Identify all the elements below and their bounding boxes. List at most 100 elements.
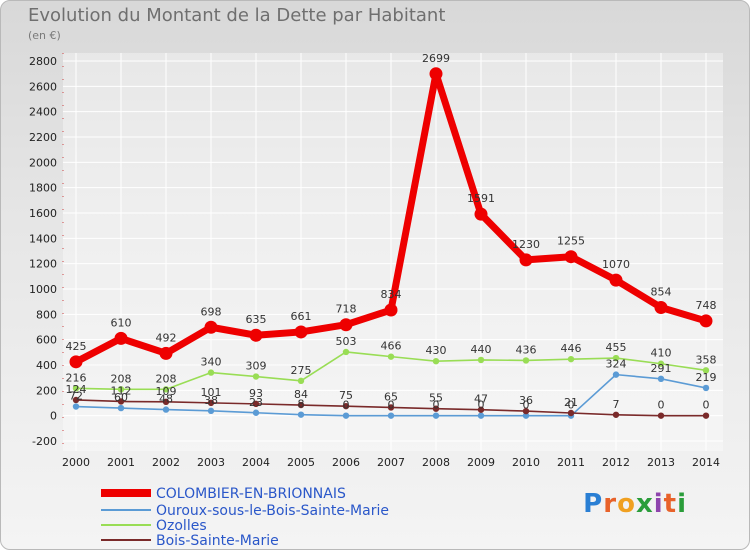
data-label: 0 [433,399,440,412]
data-label: 109 [156,385,177,398]
data-point [249,328,263,342]
data-point [429,67,443,81]
data-label: 208 [156,372,177,385]
data-point [699,314,713,328]
legend-label: Bois-Sainte-Marie [156,533,279,549]
data-label: 309 [246,360,267,373]
data-point [252,400,260,408]
data-label: 101 [201,386,222,399]
y-tick-label: 2600 [29,80,57,93]
data-point [702,367,710,374]
data-point [612,354,620,362]
x-tick-label: 2014 [692,456,720,469]
data-point [342,412,350,419]
data-label: 0 [568,399,575,412]
data-label: 38 [204,394,218,407]
data-point [117,404,125,412]
data-label: 1591 [467,192,495,205]
data-point [117,398,125,405]
data-point [519,253,533,267]
data-label: 0 [658,399,665,412]
data-point [564,250,578,264]
y-tick-label: 2800 [29,55,57,68]
data-point [432,412,440,419]
data-label: 466 [381,340,402,353]
data-point [162,398,170,406]
data-label: 0 [523,399,530,412]
data-point [339,318,353,332]
x-tick-label: 2013 [647,456,675,469]
data-point [522,357,530,364]
data-point [117,386,125,393]
legend-label: Ozolles [156,518,207,534]
data-label: 75 [339,389,353,402]
data-label: 455 [606,341,627,354]
data-point [657,375,665,383]
data-label: 430 [426,344,447,357]
data-label: 610 [111,316,132,329]
x-tick-label: 2002 [152,456,180,469]
data-point [609,273,623,287]
chart-title: Evolution du Montant de la Dette par Hab… [28,5,446,26]
logo-letter: i [677,489,687,519]
data-label: 698 [201,305,222,318]
y-tick-label: 800 [36,308,57,321]
data-point [522,412,530,419]
data-point [162,406,170,413]
data-point [162,386,170,393]
x-tick-label: 2008 [422,456,450,469]
x-tick-label: 2000 [62,456,90,469]
data-label: 748 [696,299,717,312]
data-point [72,403,80,410]
data-label: 8 [298,398,305,411]
data-point [474,207,488,221]
data-point [477,412,485,419]
data-label: 854 [651,285,672,298]
x-tick-label: 2004 [242,456,270,469]
data-label: 65 [384,390,398,403]
y-tick-label: 1200 [29,258,57,271]
chart-subtitle: (en €) [28,29,61,42]
data-label: 48 [159,393,173,406]
data-label: 47 [474,393,488,406]
data-point [654,300,668,314]
y-tick-label: 0 [50,410,57,423]
y-tick-label: 1000 [29,283,57,296]
y-tick-label: 2000 [29,156,57,169]
data-label: 208 [111,372,132,385]
logo-letter: x [635,489,654,519]
x-tick-label: 2010 [512,456,540,469]
data-point [252,373,260,380]
data-label: 112 [111,384,132,397]
data-point [297,377,305,385]
data-point [204,320,218,334]
data-label: 7 [613,398,620,411]
logo-letter: i [653,489,664,519]
data-point [567,409,575,417]
data-label: 425 [66,340,87,353]
data-label: 661 [291,310,312,323]
data-label: 219 [696,371,717,384]
data-point [432,405,440,412]
x-tick-label: 2007 [377,456,405,469]
data-point [114,331,128,345]
data-point [522,407,530,415]
data-label: 436 [516,343,537,356]
data-point [612,411,620,418]
y-tick-label: 2200 [29,131,57,144]
data-label: 60 [114,391,128,404]
data-point [207,407,215,415]
data-point [567,355,575,363]
data-point [384,303,398,317]
data-label: 93 [249,387,263,400]
data-label: 492 [156,331,177,344]
x-tick-label: 2012 [602,456,630,469]
data-point [387,412,395,419]
data-label: 1255 [557,235,585,248]
data-label: 72 [69,390,83,403]
data-label: 834 [381,288,402,301]
y-tick-label: 2400 [29,106,57,119]
x-tick-label: 2001 [107,456,135,469]
y-tick-label: 1400 [29,232,57,245]
